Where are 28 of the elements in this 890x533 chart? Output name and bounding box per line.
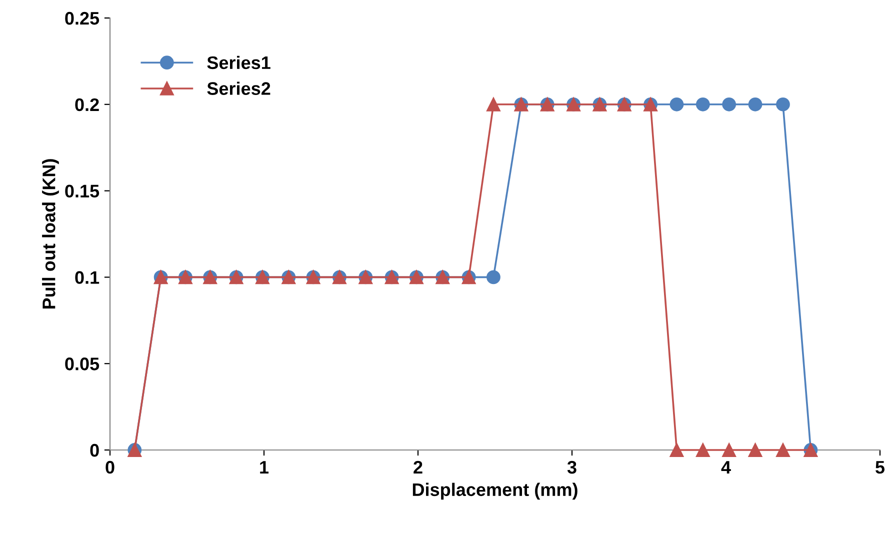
legend-label: Series1 <box>207 56 270 70</box>
point <box>748 97 762 112</box>
point <box>486 270 500 284</box>
legend-label: Series2 <box>207 82 270 95</box>
point <box>670 97 684 112</box>
point <box>776 443 790 457</box>
y-tick-label: 0.15 <box>65 184 100 198</box>
point <box>776 97 790 112</box>
x-axis-title: Displacement (mm) <box>412 482 578 500</box>
point <box>722 443 736 457</box>
x-tick-label: 3 <box>567 460 576 474</box>
y-axis-title: Pull out load (KN) <box>42 159 59 309</box>
y-tick-label: 0.2 <box>75 98 99 112</box>
x-tick-label: 1 <box>260 461 269 474</box>
y-tick-label: 0.25 <box>65 12 100 25</box>
x-tick-label: 2 <box>414 460 422 474</box>
point <box>748 443 762 457</box>
y-tick-label: 0.1 <box>75 271 100 284</box>
point <box>486 97 500 112</box>
point <box>696 97 710 112</box>
point <box>670 443 684 457</box>
x-tick-label: 0 <box>106 460 114 474</box>
point <box>722 97 736 112</box>
x-tick-label: 5 <box>876 461 885 474</box>
y-tick-label: 0 <box>90 444 99 457</box>
y-tick-label: 0.05 <box>65 358 100 370</box>
point <box>696 443 710 457</box>
x-tick-label: 4 <box>721 461 731 474</box>
